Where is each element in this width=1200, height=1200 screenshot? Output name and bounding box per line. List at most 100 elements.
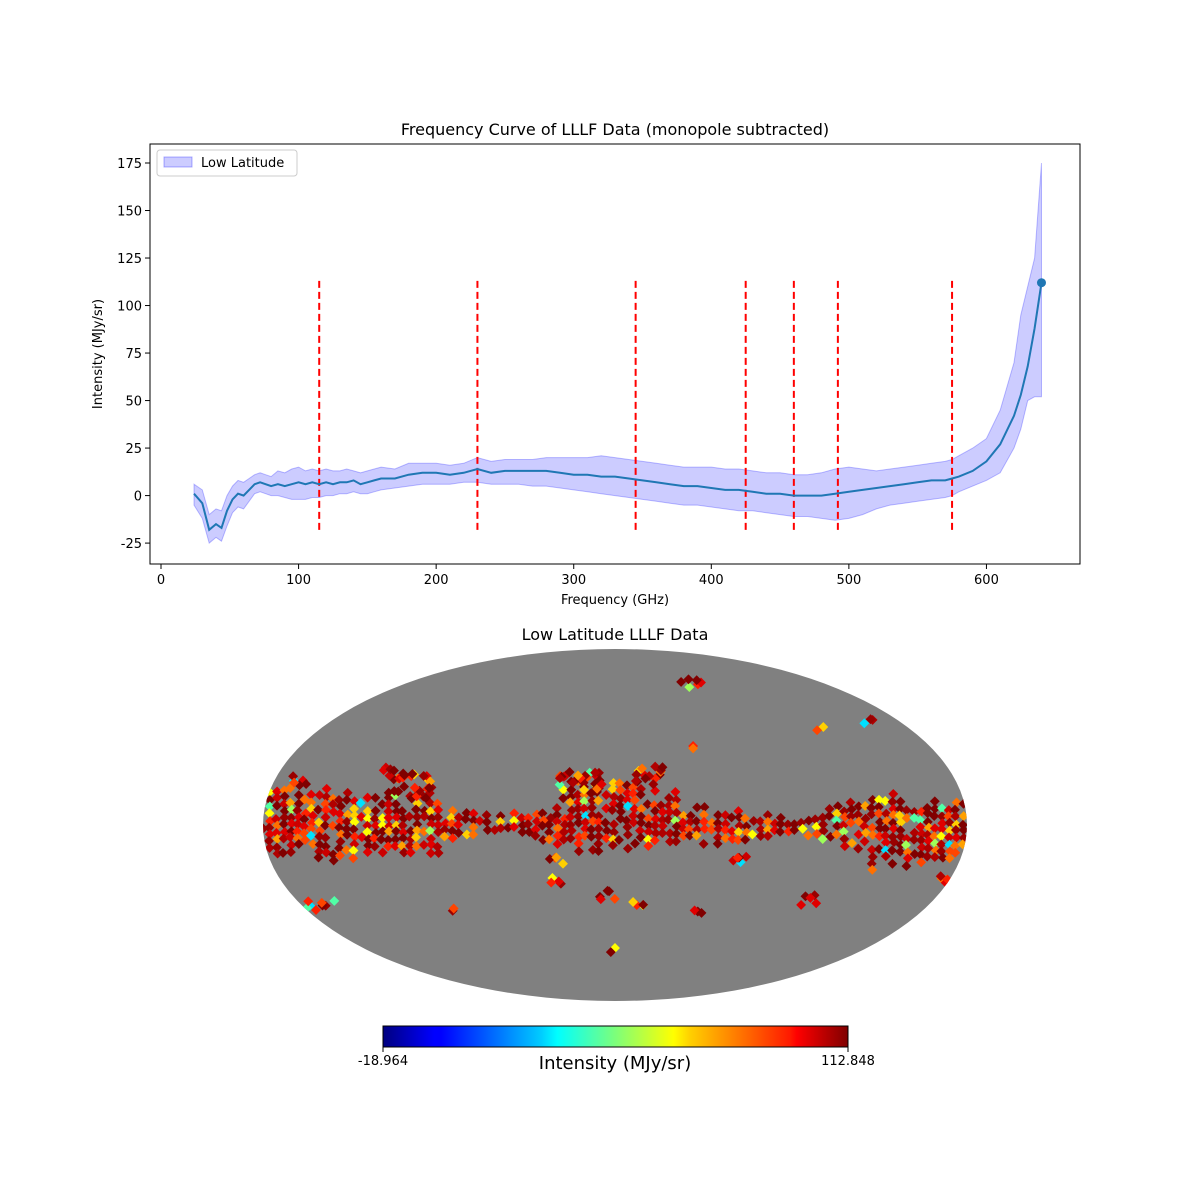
map-pixel (629, 795, 640, 806)
x-axis-ticks: 0 100 200 300 400 500 600 (157, 564, 999, 588)
map-pixel (328, 849, 339, 860)
map-pixel (356, 811, 367, 822)
map-pixel (950, 825, 961, 835)
map-pixel (391, 806, 402, 817)
map-pixel (839, 841, 850, 852)
map-pixel (880, 837, 891, 848)
map-pixel (916, 835, 927, 846)
x-axis-label: Frequency (GHz) (561, 593, 669, 608)
map-pixel (398, 827, 409, 838)
map-pixel (300, 835, 311, 845)
map-pixel (286, 812, 297, 823)
map-pixel (579, 796, 590, 807)
map-pixel (432, 841, 443, 852)
map-pixel (468, 829, 479, 840)
map-pixel (930, 803, 940, 814)
map-pixel (678, 810, 689, 821)
map-pixel (523, 819, 533, 830)
map-pixel (909, 849, 920, 860)
map-pixel (335, 816, 346, 827)
map-pixel (895, 839, 906, 850)
map-pixel (411, 841, 422, 852)
map-pixel (866, 858, 877, 869)
map-pixel (389, 765, 399, 776)
map-pixel (909, 827, 920, 838)
uncertainty-band (193, 162, 1042, 544)
map-pixel (958, 825, 967, 835)
sky-map: Low Latitude LLLF Data (263, 625, 967, 1001)
map-pixel (762, 816, 773, 827)
map-pixel (579, 784, 589, 795)
map-pixel (755, 816, 766, 827)
map-pixel (605, 947, 616, 958)
map-pixel (341, 816, 352, 827)
map-pixel (600, 817, 611, 828)
map-pixel (328, 799, 338, 810)
map-pixel (720, 819, 731, 829)
map-pixel (404, 840, 415, 851)
map-pixel (579, 803, 590, 814)
map-pixel (741, 821, 752, 832)
map-pixel (755, 824, 766, 835)
map-pixel (412, 819, 423, 830)
map-pixel (671, 807, 682, 818)
map-pixel (355, 798, 366, 808)
map-pixel (635, 832, 646, 843)
map-pixel (867, 829, 878, 840)
map-pixel (370, 805, 381, 816)
map-pixel (748, 815, 759, 826)
map-pixel (902, 853, 913, 864)
map-pixel (643, 820, 654, 831)
map-pixel (370, 792, 381, 803)
map-pixel (713, 832, 723, 843)
map-pixel (895, 825, 906, 836)
map-pixel (272, 792, 283, 803)
map-pixel (474, 815, 485, 826)
map-pixel (398, 833, 409, 844)
map-pixel (935, 871, 946, 882)
map-pixel (929, 831, 940, 842)
map-pixel (311, 905, 321, 915)
legend: Low Latitude (156, 149, 298, 177)
map-pixel (643, 841, 654, 851)
map-pixel (307, 810, 318, 821)
map-pixel (888, 823, 899, 834)
map-pixel (631, 769, 642, 780)
map-pixel (609, 791, 619, 802)
map-pixel (916, 842, 927, 853)
map-pixel (937, 803, 947, 814)
map-pixel (554, 773, 565, 784)
map-pixel (320, 841, 331, 852)
map-pixel (349, 831, 360, 842)
map-pixel (720, 825, 731, 835)
map-pixel (640, 773, 651, 784)
map-pixel (881, 808, 892, 819)
map-pixel (684, 830, 695, 841)
map-pixel (537, 820, 548, 831)
map-pixel (888, 809, 899, 820)
map-pixel (390, 799, 401, 810)
map-pixel (688, 743, 699, 754)
map-pixel (341, 844, 352, 855)
map-pixel (320, 812, 331, 823)
map-pixel (397, 820, 408, 831)
map-pixel (432, 798, 443, 809)
map-pixel (299, 814, 310, 825)
map-pixel (922, 829, 933, 840)
map-pixel (824, 803, 835, 814)
map-pixel (733, 835, 744, 845)
map-pixel (670, 786, 681, 797)
map-pixel (544, 834, 555, 845)
map-pixel (308, 839, 318, 849)
map-pixel (880, 823, 891, 834)
map-pixel (832, 821, 843, 831)
map-pixel (279, 812, 290, 823)
map-pixel (635, 789, 646, 800)
map-pixel (923, 843, 934, 854)
colorbar-gradient (382, 1025, 849, 1048)
map-pixel (915, 815, 926, 826)
legend-label: Low Latitude (201, 156, 284, 171)
map-pixel (279, 806, 290, 816)
map-pixel (930, 838, 940, 849)
map-pixel (321, 783, 332, 794)
